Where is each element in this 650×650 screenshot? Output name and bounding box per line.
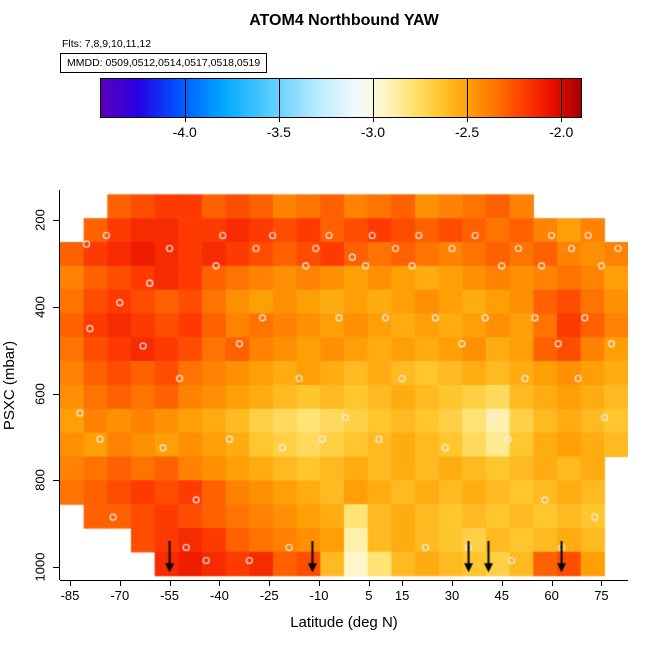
x-tick-label: 45: [494, 588, 509, 603]
colorbar: [100, 78, 582, 118]
colorbar-tick-label: -4.0: [172, 124, 197, 140]
colorbar-tick: [184, 79, 186, 122]
y-tick: [53, 567, 59, 568]
x-axis-line: [60, 580, 628, 581]
mmdd-box: MMDD: 0509,0512,0514,0517,0518,0519: [60, 53, 268, 73]
colorbar-tick: [467, 79, 469, 122]
x-tick: [69, 580, 71, 586]
x-tick-label: -70: [110, 588, 130, 603]
x-tick-label: -10: [309, 588, 329, 603]
colorbar-tick: [561, 79, 563, 122]
x-tick: [119, 580, 121, 586]
x-tick-label: -25: [259, 588, 279, 603]
colorbar-tick: [372, 79, 374, 122]
y-tick: [53, 393, 59, 395]
x-tick-label: 15: [394, 588, 410, 603]
x-axis-title: Latitude (deg N): [290, 614, 398, 631]
y-tick-label: 600: [32, 382, 48, 405]
y-tick: [53, 220, 59, 222]
x-tick: [219, 580, 221, 586]
colorbar-tick: [278, 79, 280, 122]
x-tick-label: 75: [594, 588, 609, 603]
colorbar-tick-label: -2.5: [454, 124, 480, 140]
x-tick-label: -55: [160, 588, 180, 603]
x-tick: [451, 580, 453, 586]
mmdd-label: MMDD: 0509,0512,0514,0517,0518,0519: [67, 57, 261, 69]
y-tick-label: 1000: [32, 552, 48, 582]
x-tick-label: 5: [365, 588, 373, 603]
x-tick-label: -85: [60, 588, 80, 603]
y-axis-title: PSXC (mbar): [0, 190, 20, 580]
x-tick: [269, 580, 271, 586]
flights-annotation: Flts: 7,8,9,10,11,12: [62, 38, 152, 50]
x-tick-label: -40: [210, 588, 229, 603]
x-tick: [601, 580, 603, 586]
x-tick-label: 60: [544, 588, 559, 603]
colorbar-tick-label: -2.0: [549, 124, 574, 140]
y-axis-title-text: PSXC (mbar): [1, 340, 19, 430]
chart-title: ATOM4 Northbound YAW: [249, 12, 439, 29]
y-tick: [53, 480, 59, 482]
heatmap-canvas: [60, 190, 628, 580]
y-tick: [53, 307, 59, 308]
y-axis-line: [59, 190, 60, 580]
x-tick: [368, 580, 370, 586]
x-tick: [551, 580, 553, 586]
x-tick: [169, 580, 171, 586]
colorbar-tick-label: -3.5: [266, 124, 291, 140]
x-tick: [402, 580, 404, 586]
x-tick: [501, 580, 503, 586]
y-tick-label: 200: [32, 209, 48, 232]
y-tick-label: 400: [32, 296, 48, 318]
x-tick-label: 30: [444, 588, 460, 603]
x-tick: [319, 580, 321, 586]
y-tick-label: 800: [32, 469, 48, 492]
colorbar-tick-label: -3.0: [360, 124, 385, 140]
